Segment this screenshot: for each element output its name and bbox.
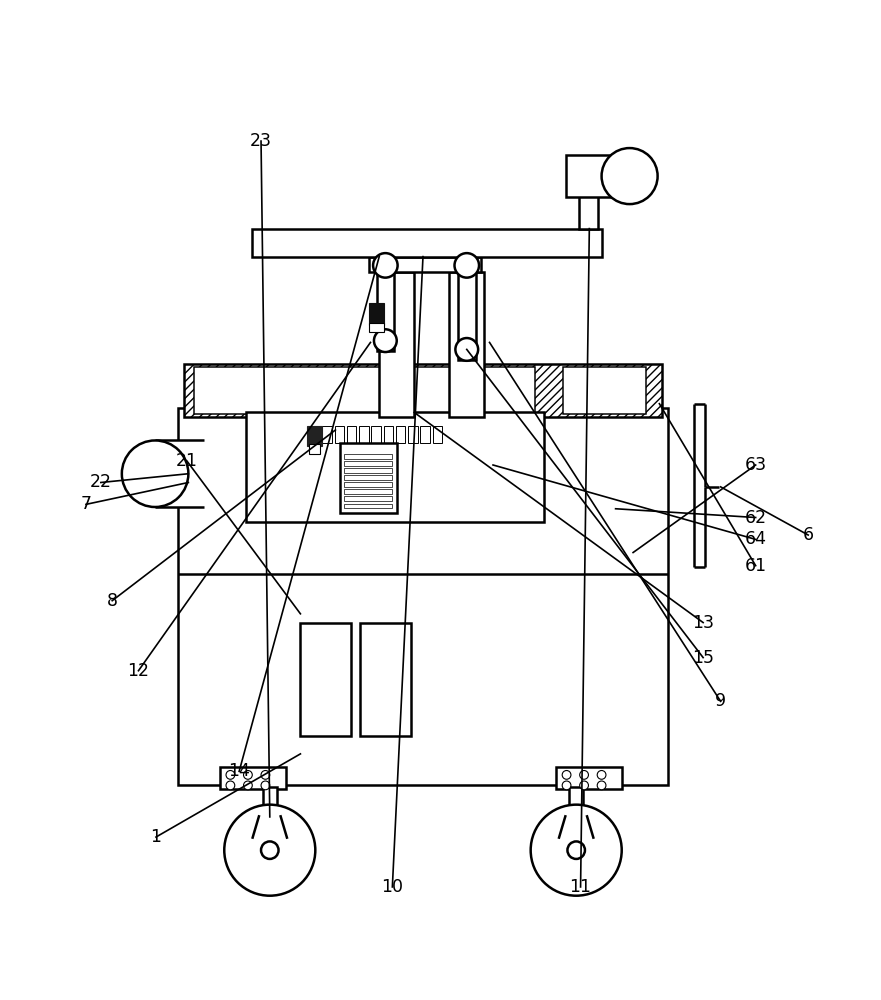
Bar bbox=[420, 426, 430, 443]
Circle shape bbox=[122, 440, 189, 507]
Circle shape bbox=[225, 805, 315, 896]
Bar bbox=[344, 504, 392, 508]
Bar bbox=[344, 496, 392, 501]
Bar bbox=[184, 364, 662, 417]
Bar bbox=[344, 468, 392, 473]
Bar bbox=[408, 426, 418, 443]
Text: 21: 21 bbox=[175, 452, 197, 470]
Bar bbox=[376, 268, 394, 351]
Bar bbox=[340, 443, 396, 513]
Text: 10: 10 bbox=[381, 878, 403, 896]
Bar bbox=[344, 461, 392, 466]
Bar bbox=[369, 303, 384, 325]
Bar bbox=[322, 426, 332, 443]
Bar bbox=[359, 426, 369, 443]
Circle shape bbox=[226, 771, 234, 779]
Text: 64: 64 bbox=[744, 530, 766, 548]
Circle shape bbox=[455, 253, 479, 278]
Bar bbox=[252, 229, 603, 257]
Bar bbox=[433, 426, 442, 443]
Text: 62: 62 bbox=[744, 509, 766, 527]
Bar bbox=[369, 257, 481, 272]
Text: 63: 63 bbox=[744, 456, 766, 474]
Circle shape bbox=[597, 781, 606, 790]
Circle shape bbox=[243, 781, 252, 790]
Text: 22: 22 bbox=[90, 473, 112, 491]
Bar bbox=[246, 412, 544, 522]
Text: 12: 12 bbox=[128, 662, 150, 680]
Bar bbox=[360, 623, 411, 736]
Circle shape bbox=[261, 841, 278, 859]
Bar bbox=[566, 155, 614, 197]
Bar bbox=[347, 426, 357, 443]
Bar bbox=[155, 440, 204, 507]
Bar bbox=[369, 323, 384, 332]
Bar bbox=[396, 426, 405, 443]
Bar bbox=[300, 623, 352, 736]
Text: 61: 61 bbox=[744, 557, 766, 575]
Bar bbox=[335, 426, 344, 443]
Bar bbox=[344, 489, 392, 494]
Bar bbox=[579, 195, 598, 229]
Circle shape bbox=[567, 841, 585, 859]
Bar bbox=[344, 454, 392, 459]
Text: 7: 7 bbox=[80, 495, 92, 513]
Circle shape bbox=[597, 771, 606, 779]
Bar bbox=[307, 426, 322, 446]
Bar bbox=[371, 426, 381, 443]
Text: 1: 1 bbox=[151, 828, 161, 846]
Circle shape bbox=[373, 253, 397, 278]
Bar bbox=[563, 367, 647, 414]
Bar bbox=[344, 475, 392, 480]
Text: 8: 8 bbox=[107, 592, 118, 610]
Bar bbox=[220, 767, 285, 789]
Circle shape bbox=[602, 148, 657, 204]
Circle shape bbox=[455, 338, 478, 361]
Text: 23: 23 bbox=[250, 132, 272, 150]
Text: 6: 6 bbox=[803, 526, 814, 544]
Text: 9: 9 bbox=[715, 692, 726, 710]
Circle shape bbox=[562, 781, 571, 790]
Bar bbox=[379, 272, 414, 417]
Circle shape bbox=[562, 771, 571, 779]
Circle shape bbox=[226, 781, 234, 790]
Bar bbox=[263, 787, 277, 815]
Bar bbox=[178, 408, 668, 785]
Text: 11: 11 bbox=[570, 878, 591, 896]
Text: 13: 13 bbox=[692, 614, 714, 632]
Bar bbox=[449, 272, 485, 417]
Text: 15: 15 bbox=[692, 649, 714, 667]
Text: 14: 14 bbox=[228, 762, 250, 780]
Circle shape bbox=[261, 771, 270, 779]
Bar bbox=[194, 367, 535, 414]
Circle shape bbox=[243, 771, 252, 779]
Bar bbox=[556, 767, 622, 789]
Circle shape bbox=[580, 771, 589, 779]
Bar bbox=[309, 444, 320, 454]
Circle shape bbox=[530, 805, 622, 896]
Bar bbox=[383, 426, 393, 443]
Bar bbox=[458, 264, 476, 360]
Bar bbox=[344, 482, 392, 487]
Bar bbox=[569, 787, 583, 815]
Circle shape bbox=[261, 781, 270, 790]
Circle shape bbox=[580, 781, 589, 790]
Circle shape bbox=[374, 329, 396, 352]
